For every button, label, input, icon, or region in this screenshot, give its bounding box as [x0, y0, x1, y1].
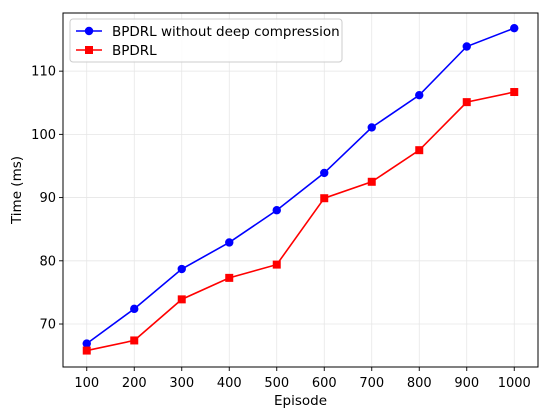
- data-point: [130, 304, 139, 314]
- x-tick-label: 400: [217, 376, 242, 391]
- y-axis-ticks: 70 80 90 100 110: [31, 65, 63, 333]
- x-tick-label: 800: [407, 376, 432, 391]
- y-axis-title: Time (ms): [9, 156, 25, 225]
- legend-box: [69, 18, 343, 63]
- x-tick-label: 700: [359, 376, 384, 391]
- series-bpdrl-without-compression: [82, 23, 519, 348]
- data-point: [367, 123, 376, 132]
- y-tick-label: 80: [39, 254, 56, 269]
- x-tick-label: 100: [74, 376, 99, 391]
- x-tick-label: 900: [454, 376, 479, 391]
- legend-label: BPDRL: [112, 43, 157, 59]
- grid-lines: [63, 13, 538, 367]
- x-tick-label: 200: [122, 376, 147, 391]
- legend-label: BPDRL without deep compression: [112, 24, 340, 40]
- y-tick-label: 70: [39, 318, 56, 333]
- y-tick-label: 110: [31, 65, 56, 80]
- x-tick-label: 300: [169, 376, 194, 391]
- data-point: [82, 346, 91, 355]
- legend: BPDRL without deep compression BPDRL: [69, 18, 343, 63]
- plot-frame: [62, 12, 539, 368]
- legend-marker: [85, 46, 93, 54]
- data-point: [320, 168, 329, 178]
- legend-entry: BPDRL without deep compression: [76, 24, 340, 40]
- data-point: [177, 295, 186, 304]
- series-line: [86, 27, 515, 345]
- x-axis-title: Episode: [274, 393, 327, 409]
- data-point: [462, 42, 471, 51]
- x-tick-label: 600: [312, 376, 337, 391]
- data-point: [130, 336, 139, 345]
- data-point: [415, 146, 424, 155]
- series-bpdrl: [82, 88, 519, 355]
- x-axis-ticks: 100 200 300 400 500 600 700 800 900 1000: [74, 367, 531, 391]
- series-layer: [82, 23, 519, 355]
- data-point: [510, 88, 519, 97]
- data-point: [82, 339, 91, 348]
- data-point: [272, 260, 281, 269]
- x-tick-label: 500: [264, 376, 289, 391]
- data-point: [510, 23, 519, 33]
- legend-entry: BPDRL: [76, 43, 157, 59]
- data-point: [462, 98, 471, 107]
- data-point: [177, 264, 186, 274]
- x-tick-label: 1000: [498, 376, 531, 391]
- y-tick-label: 90: [39, 191, 56, 206]
- y-tick-label: 100: [31, 128, 56, 143]
- data-point: [225, 273, 234, 282]
- series-line: [86, 91, 515, 352]
- data-point: [367, 177, 376, 186]
- data-point: [272, 206, 281, 215]
- data-point: [320, 194, 329, 203]
- legend-marker: [84, 26, 94, 36]
- data-point: [415, 90, 424, 100]
- data-point: [225, 238, 234, 247]
